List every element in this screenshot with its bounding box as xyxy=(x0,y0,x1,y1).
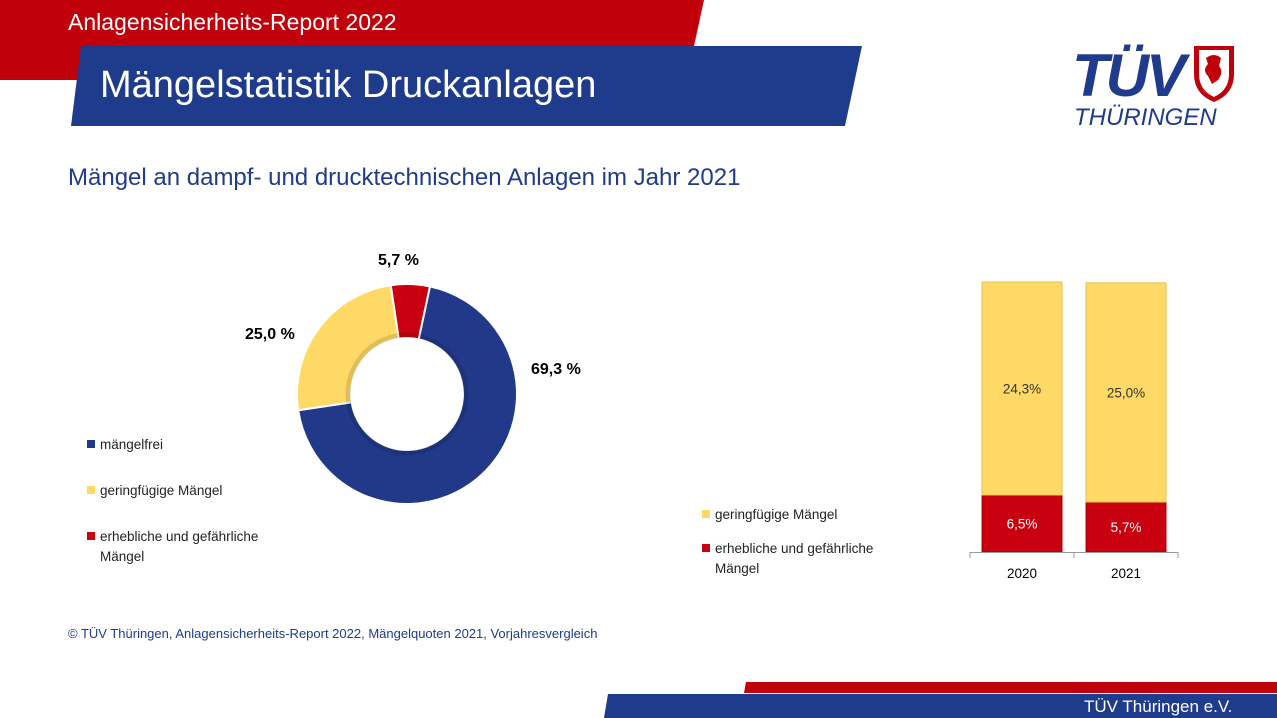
bar-data-label: 24,3% xyxy=(1003,382,1041,397)
bar-erheblich-2021 xyxy=(1085,501,1167,553)
footer-org: TÜV Thüringen e.V. xyxy=(1084,697,1233,716)
pie-label-erheblich: 5,7 % xyxy=(378,252,419,269)
x-tick-label: 2021 xyxy=(1111,566,1141,581)
footer-red-band xyxy=(744,682,1277,693)
legend-swatch-red xyxy=(702,544,710,552)
legend-label: erhebliche und gefährliche Mängel xyxy=(100,529,259,564)
chart-subtitle: Mängel an dampf- und drucktechnischen An… xyxy=(68,164,741,191)
legend-swatch-blue xyxy=(87,440,95,448)
footer-blue-band xyxy=(604,694,1277,718)
bar-erheblich-2020 xyxy=(981,494,1063,553)
report-title: Anlagensicherheits-Report 2022 xyxy=(68,9,397,35)
bar-data-label: 6,5% xyxy=(1007,517,1038,532)
title-blue-band xyxy=(71,46,862,126)
bar-legend: geringfügige Mängel erhebliche und gefäh… xyxy=(702,505,912,585)
donut-slice-erheblich xyxy=(389,283,432,341)
logo-wordmark: TÜV xyxy=(1072,42,1191,102)
donut-slice-geringfuegig xyxy=(296,284,400,412)
bar-data-label: 25,0% xyxy=(1107,385,1145,400)
stacked-bar-chart: 6,5% 24,3% 2020 5,7% 25,0% 2021 xyxy=(969,281,1179,581)
legend-label: mängelfrei xyxy=(100,437,164,452)
slide-title: Mängelstatistik Druckanlagen xyxy=(100,64,597,106)
bar-geringfuegig-2020 xyxy=(981,281,1063,496)
donut-chart xyxy=(296,283,518,505)
logo-subtitle: THÜRINGEN xyxy=(1074,104,1217,131)
legend-swatch-red xyxy=(87,532,95,540)
pie-label-maengelfrei: 69,3 % xyxy=(531,361,581,378)
legend-item-erheblich: erhebliche und gefährliche Mängel xyxy=(87,527,287,567)
donut-inner-shadow xyxy=(345,332,469,456)
legend-label: erhebliche und gefährliche Mängel xyxy=(715,541,874,576)
header-decoration xyxy=(0,0,862,126)
pie-label-geringfuegig: 25,0 % xyxy=(245,326,295,343)
legend-item-erheblich: erhebliche und gefährliche Mängel xyxy=(702,539,902,579)
legend-item-maengelfrei: mängelfrei xyxy=(87,435,317,455)
footer-decoration xyxy=(604,682,1277,718)
footnote: © TÜV Thüringen, Anlagensicherheits-Repo… xyxy=(68,626,598,641)
bar-geringfuegig-2021 xyxy=(1085,282,1167,503)
legend-swatch-yellow xyxy=(702,510,710,518)
legend-label: geringfügige Mängel xyxy=(715,507,838,522)
legend-item-geringfuegig: geringfügige Mängel xyxy=(702,505,932,525)
donut-legend: mängelfrei geringfügige Mängel erheblich… xyxy=(87,435,327,575)
header-red-band xyxy=(0,0,704,80)
tuev-logo: TÜV THÜRINGEN xyxy=(1068,40,1248,135)
bar-data-label: 5,7% xyxy=(1111,520,1142,535)
legend-swatch-yellow xyxy=(87,486,95,494)
donut-slice-maengelfrei xyxy=(297,285,518,505)
shield-icon xyxy=(1194,46,1234,102)
logo-graphic: TÜV xyxy=(1072,42,1234,102)
legend-item-geringfuegig: geringfügige Mängel xyxy=(87,481,317,501)
legend-label: geringfügige Mängel xyxy=(100,483,223,498)
x-tick-label: 2020 xyxy=(1007,566,1037,581)
